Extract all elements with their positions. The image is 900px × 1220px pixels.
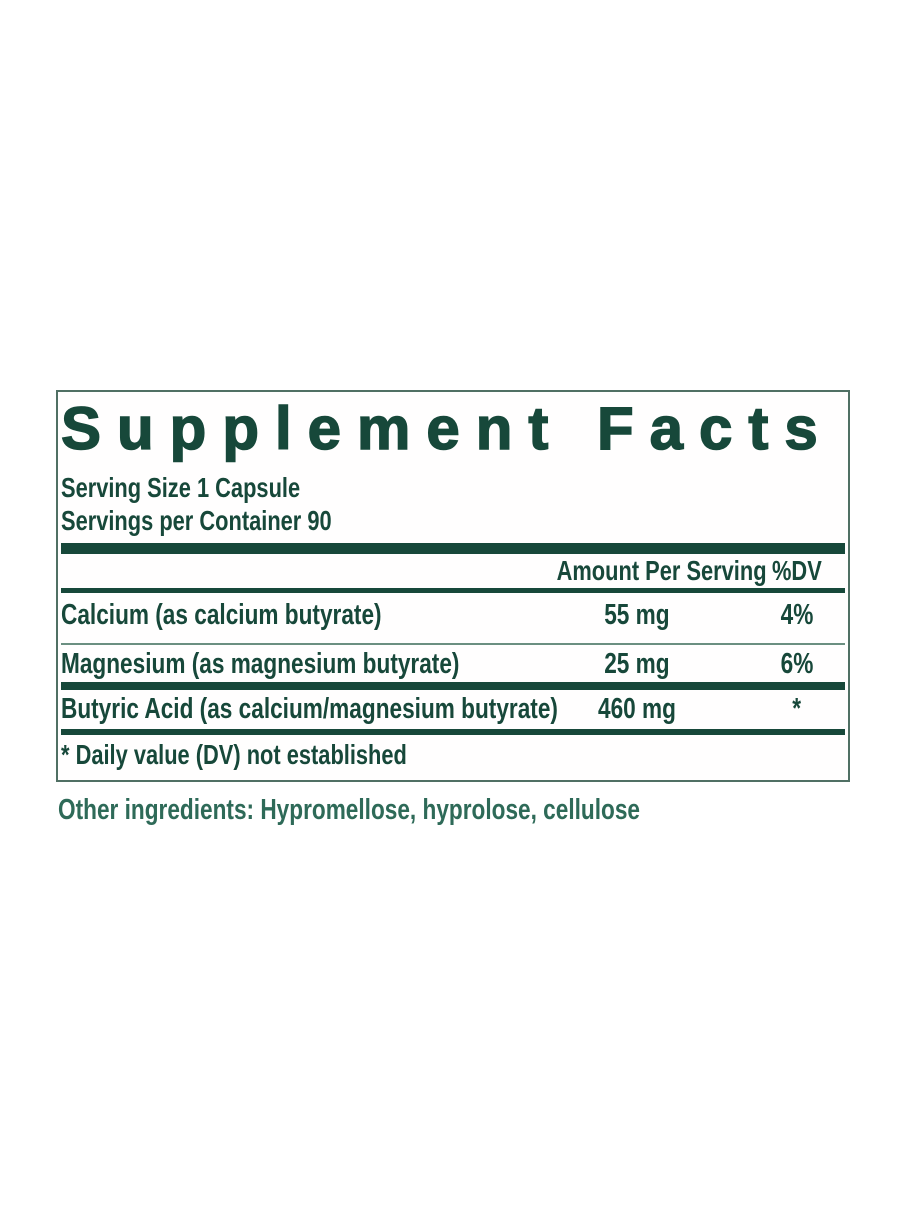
nutrient-name: Butyric Acid (as calcium/magnesium butyr… — [61, 693, 558, 725]
other-ingredients-line: Other ingredients: Hypromellose, hyprolo… — [58, 794, 640, 826]
nutrient-amount: 460 mg — [598, 693, 676, 725]
panel-title: Supplement Facts — [60, 395, 834, 462]
header-underline — [61, 588, 845, 593]
nutrient-amount: 25 mg — [604, 648, 670, 680]
nutrient-amount: 55 mg — [604, 599, 670, 631]
footnote-separator-bar — [61, 729, 845, 735]
thin-row-separator — [61, 643, 845, 645]
table-row: Magnesium (as magnesium butyrate) 25 mg … — [61, 647, 845, 683]
nutrient-name: Calcium (as calcium butyrate) — [61, 599, 382, 631]
amount-per-serving-header: Amount Per Serving — [556, 555, 767, 586]
table-header-row: Amount Per Serving %DV — [61, 555, 845, 587]
dv-footnote: * Daily value (DV) not established — [61, 739, 407, 770]
thick-separator-bar-middle — [61, 682, 845, 690]
serving-size-text: Serving Size 1 Capsule — [61, 472, 301, 503]
nutrient-name: Magnesium (as magnesium butyrate) — [61, 648, 460, 680]
table-row: Calcium (as calcium butyrate) 55 mg 4% — [61, 598, 845, 634]
servings-per-container-line: Servings per Container 90 — [61, 505, 845, 537]
nutrient-dv: 4% — [780, 599, 814, 631]
nutrient-dv: 6% — [780, 648, 814, 680]
thick-separator-bar-top — [61, 543, 845, 554]
supplement-facts-panel: Supplement Facts Serving Size 1 Capsule … — [56, 390, 850, 782]
table-row: Butyric Acid (as calcium/magnesium butyr… — [61, 692, 845, 728]
serving-size-line: Serving Size 1 Capsule — [61, 472, 845, 504]
percent-dv-header: %DV — [772, 555, 822, 586]
nutrient-dv: * — [792, 693, 802, 725]
servings-per-container-text: Servings per Container 90 — [61, 505, 332, 536]
